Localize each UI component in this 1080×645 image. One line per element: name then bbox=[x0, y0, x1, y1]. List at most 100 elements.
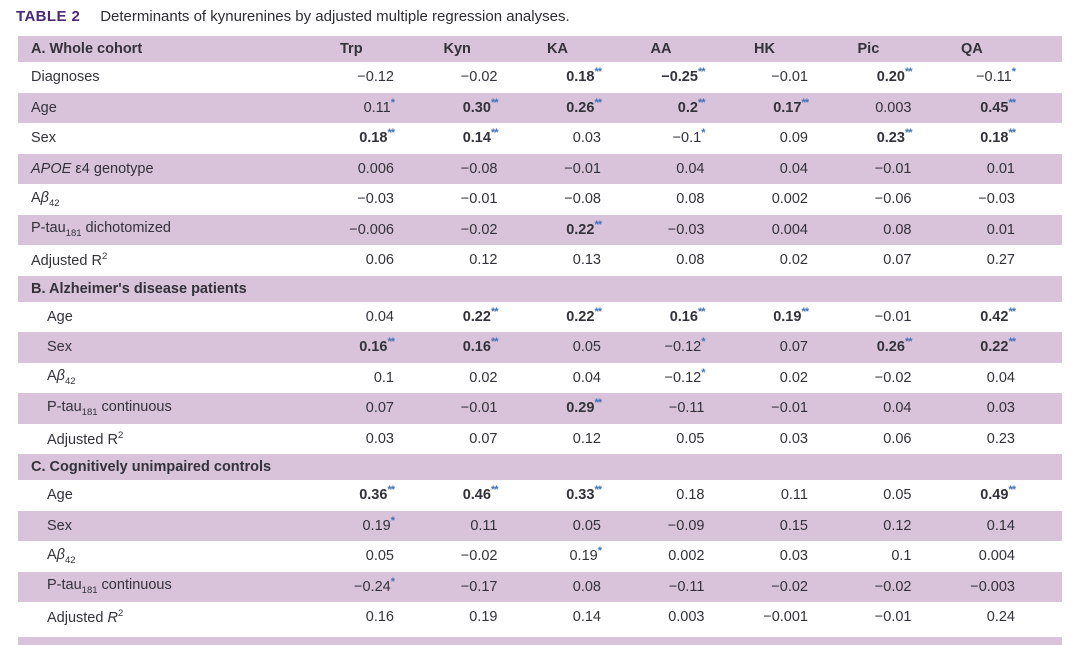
value-cell: 0.11 bbox=[440, 518, 544, 534]
value-cell: 0.07 bbox=[854, 252, 958, 268]
value-cell: −0.06 bbox=[854, 191, 958, 207]
value-number: 0.19 bbox=[362, 517, 391, 534]
value-cell: 0.05 bbox=[543, 339, 647, 355]
value-number: −0.03 bbox=[978, 191, 1015, 208]
value-box: 0.003 bbox=[647, 609, 704, 625]
significance-stars: ** bbox=[1008, 127, 1016, 140]
value-number: 0.26 bbox=[876, 339, 905, 356]
value-number: 0.18 bbox=[359, 130, 388, 147]
table-row: Age 0.11* 0.30** 0.26** 0.2** 0.17** 0.003 0.45… bbox=[18, 92, 1062, 123]
value-box: 0.12 bbox=[854, 518, 911, 534]
row-label: Sex bbox=[47, 339, 72, 356]
row-label: P-tau181 continuous bbox=[47, 577, 172, 597]
value-box: 0.17** bbox=[750, 97, 809, 115]
value-cell: 0.04 bbox=[854, 400, 958, 416]
table-row: P-tau181 continuous −0.24* −0.17 0.08 −0.11 −… bbox=[18, 571, 1062, 602]
value-cell: −0.02 bbox=[854, 579, 958, 595]
value-box: −0.12* bbox=[647, 337, 706, 355]
value-box: 0.08 bbox=[647, 191, 704, 207]
value-cell: 0.06 bbox=[336, 252, 440, 268]
value-number: 0.07 bbox=[779, 339, 808, 356]
value-box: 0.05 bbox=[854, 487, 911, 503]
value-box: −0.03 bbox=[336, 191, 394, 207]
value-box: 0.08 bbox=[543, 579, 601, 595]
value-number: 0.13 bbox=[572, 252, 601, 269]
value-number: −0.03 bbox=[357, 191, 394, 208]
value-cell: 0.19* bbox=[336, 515, 440, 534]
value-cell: 0.004 bbox=[957, 548, 1061, 564]
significance-stars: ** bbox=[904, 336, 913, 349]
value-number: 0.03 bbox=[779, 430, 808, 447]
value-number: 0.23 bbox=[876, 130, 905, 147]
row-label: Sex bbox=[47, 517, 72, 534]
value-number: 0.05 bbox=[572, 339, 601, 356]
value-box: 0.27 bbox=[957, 252, 1015, 268]
significance-stars: ** bbox=[1008, 305, 1016, 318]
value-box: 0.23** bbox=[854, 128, 913, 147]
value-number: 0.23 bbox=[986, 430, 1015, 447]
value-number: 0.03 bbox=[986, 400, 1015, 417]
value-box: −0.12 bbox=[336, 69, 394, 85]
value-number: 0.01 bbox=[986, 160, 1015, 177]
value-box: 0.07 bbox=[336, 400, 394, 416]
value-box: 0.04 bbox=[543, 370, 601, 386]
row-label: Adjusted R2 bbox=[31, 251, 108, 270]
value-number: 0.22 bbox=[980, 339, 1009, 356]
value-number: 0.08 bbox=[572, 578, 601, 595]
value-cell: 0.07 bbox=[750, 339, 854, 355]
value-cell: 0.05 bbox=[647, 431, 751, 447]
value-number: −0.1 bbox=[672, 130, 702, 147]
significance-stars: ** bbox=[1008, 336, 1016, 349]
value-number: −0.17 bbox=[460, 578, 498, 595]
value-cell: 0.13 bbox=[543, 252, 647, 268]
value-number: 0.14 bbox=[462, 130, 491, 147]
value-box: −0.11* bbox=[957, 67, 1016, 85]
value-box: 0.09 bbox=[750, 130, 808, 146]
value-box: 0.06 bbox=[336, 252, 394, 268]
section-header-label: C. Cognitively unimpaired controls bbox=[31, 459, 272, 475]
value-cell: −0.01 bbox=[440, 400, 544, 416]
value-number: −0.006 bbox=[349, 221, 394, 238]
value-cell: 0.03 bbox=[750, 548, 854, 564]
column-header-cell: HK bbox=[750, 41, 854, 57]
value-number: 0.16 bbox=[359, 339, 388, 356]
value-number: 0.16 bbox=[462, 339, 491, 356]
value-box: 0.19* bbox=[543, 546, 602, 564]
value-number: 0.006 bbox=[357, 160, 394, 177]
value-number: 0.16 bbox=[669, 308, 698, 325]
value-number: 0.42 bbox=[980, 308, 1009, 325]
value-number: 0.18 bbox=[980, 130, 1009, 147]
value-cell: −0.01 bbox=[543, 161, 647, 177]
table-row: Sex 0.19* 0.11 0.05 −0.09 0.15 0.12 0.14 bbox=[18, 510, 1062, 541]
value-cell: 0.22** bbox=[543, 306, 647, 324]
value-cell: 0.11 bbox=[750, 487, 854, 503]
value-cell: 0.20** bbox=[854, 67, 958, 85]
value-box: −0.1* bbox=[647, 128, 706, 147]
table-row: Adjusted R2 0.06 0.12 0.13 0.08 0.02 0.07 0.27 bbox=[18, 245, 1062, 276]
value-number: −0.08 bbox=[564, 191, 601, 208]
value-cell: −0.08 bbox=[440, 161, 544, 177]
value-number: 0.27 bbox=[986, 252, 1015, 269]
value-box: 0.07 bbox=[854, 252, 911, 268]
significance-stars: ** bbox=[594, 218, 602, 231]
value-cell: 0.08 bbox=[647, 252, 751, 268]
significance-stars: * bbox=[390, 575, 395, 588]
value-cell: −0.003 bbox=[957, 579, 1061, 595]
row-label: Age bbox=[47, 487, 73, 504]
column-header-cell: QA bbox=[957, 41, 1061, 57]
significance-stars: ** bbox=[490, 484, 499, 497]
value-box: 0.26** bbox=[543, 97, 602, 115]
table-row: P-tau181 dichotomized −0.006 −0.02 0.22** −0… bbox=[18, 214, 1062, 245]
value-box: −0.08 bbox=[440, 161, 498, 177]
value-number: 0.04 bbox=[365, 308, 394, 325]
value-number: 0.004 bbox=[978, 548, 1015, 565]
value-cell: −0.12 bbox=[336, 69, 440, 85]
value-cell: 0.02 bbox=[750, 252, 854, 268]
value-cell: −0.12* bbox=[647, 337, 751, 355]
section-header-row: B. Alzheimer's disease patients bbox=[18, 275, 1062, 302]
table-row: P-tau181 continuous 0.07 −0.01 0.29** −0.11 −… bbox=[18, 393, 1062, 424]
value-cell: −0.01 bbox=[750, 400, 854, 416]
value-number: 0.03 bbox=[365, 430, 394, 447]
table-row: Diagnoses −0.12 −0.02 0.18** −0.25** −0.01 0.2… bbox=[18, 62, 1062, 93]
column-header-text: KA bbox=[547, 41, 568, 57]
